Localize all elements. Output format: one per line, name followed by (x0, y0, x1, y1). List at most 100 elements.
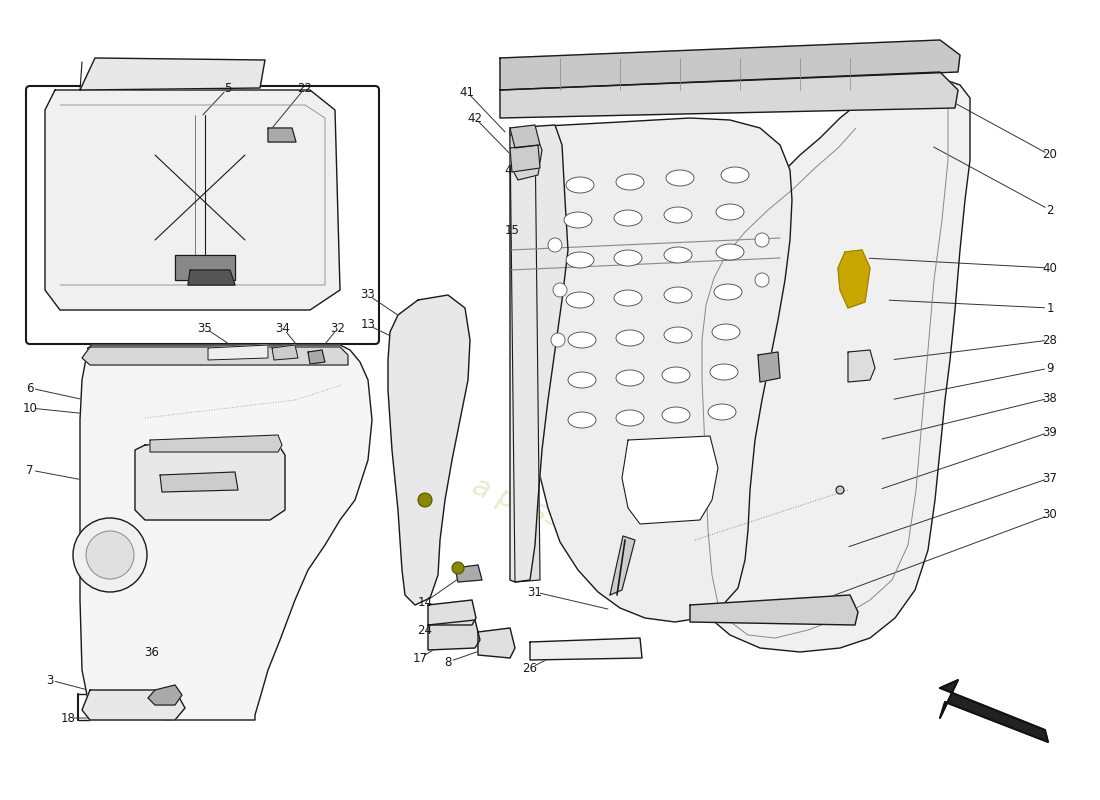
Ellipse shape (616, 370, 644, 386)
Text: 22: 22 (297, 82, 312, 94)
Text: 30: 30 (1043, 509, 1057, 522)
Text: 20: 20 (1043, 149, 1057, 162)
Text: 26: 26 (522, 662, 538, 674)
Polygon shape (940, 680, 1048, 742)
Text: 5: 5 (224, 82, 232, 94)
Text: 1: 1 (1046, 302, 1054, 314)
Polygon shape (758, 352, 780, 382)
Polygon shape (80, 345, 372, 720)
Text: 9: 9 (1046, 362, 1054, 374)
Polygon shape (45, 90, 340, 310)
Circle shape (86, 531, 134, 579)
Polygon shape (80, 58, 265, 90)
Polygon shape (510, 118, 792, 622)
Polygon shape (160, 472, 238, 492)
Text: 39: 39 (1043, 426, 1057, 438)
Text: 37: 37 (1043, 471, 1057, 485)
Ellipse shape (614, 210, 642, 226)
Text: 40: 40 (1043, 262, 1057, 274)
Ellipse shape (662, 407, 690, 423)
Polygon shape (510, 128, 540, 582)
Polygon shape (455, 565, 482, 582)
FancyBboxPatch shape (26, 86, 379, 344)
Ellipse shape (716, 244, 744, 260)
Polygon shape (610, 536, 635, 595)
Polygon shape (135, 440, 285, 520)
Polygon shape (308, 350, 324, 364)
Ellipse shape (710, 364, 738, 380)
Polygon shape (478, 628, 515, 658)
Circle shape (452, 562, 464, 574)
Ellipse shape (566, 177, 594, 193)
Polygon shape (621, 436, 718, 524)
Polygon shape (690, 595, 858, 625)
Polygon shape (510, 145, 540, 172)
Ellipse shape (616, 410, 644, 426)
Circle shape (73, 518, 147, 592)
Text: 36: 36 (144, 646, 159, 658)
Text: 35: 35 (198, 322, 212, 334)
Text: 18: 18 (60, 711, 76, 725)
Text: 38: 38 (1043, 391, 1057, 405)
Polygon shape (175, 255, 235, 280)
Polygon shape (510, 125, 568, 582)
Text: 4: 4 (504, 163, 512, 177)
Polygon shape (208, 345, 268, 360)
Ellipse shape (614, 250, 642, 266)
Ellipse shape (616, 174, 644, 190)
Ellipse shape (662, 367, 690, 383)
Ellipse shape (568, 332, 596, 348)
Polygon shape (510, 132, 542, 180)
Polygon shape (510, 125, 540, 148)
Ellipse shape (564, 212, 592, 228)
Polygon shape (148, 685, 182, 705)
Circle shape (755, 233, 769, 247)
Polygon shape (188, 270, 235, 285)
Polygon shape (530, 638, 642, 660)
Text: 6: 6 (26, 382, 34, 394)
Text: 15: 15 (505, 223, 519, 237)
Ellipse shape (568, 412, 596, 428)
Text: 28: 28 (1043, 334, 1057, 346)
Polygon shape (82, 690, 185, 720)
Text: 31: 31 (528, 586, 542, 598)
Polygon shape (150, 435, 282, 452)
Ellipse shape (616, 330, 644, 346)
Polygon shape (500, 40, 960, 90)
Text: 13: 13 (361, 318, 375, 331)
Text: a passion for: a passion for (468, 472, 652, 568)
Polygon shape (428, 600, 476, 625)
Ellipse shape (664, 327, 692, 343)
Text: 42: 42 (468, 111, 483, 125)
Ellipse shape (716, 204, 744, 220)
Ellipse shape (666, 170, 694, 186)
Polygon shape (388, 295, 470, 605)
Circle shape (548, 238, 562, 252)
Text: 10: 10 (23, 402, 37, 414)
Text: 7: 7 (26, 463, 34, 477)
Polygon shape (685, 78, 970, 652)
Ellipse shape (720, 167, 749, 183)
Ellipse shape (614, 290, 642, 306)
Text: 33: 33 (361, 289, 375, 302)
Polygon shape (268, 128, 296, 142)
Text: 24: 24 (418, 623, 432, 637)
Polygon shape (428, 620, 480, 650)
Polygon shape (838, 250, 870, 308)
Ellipse shape (664, 287, 692, 303)
Ellipse shape (566, 252, 594, 268)
Circle shape (418, 493, 432, 507)
Ellipse shape (712, 324, 740, 340)
Text: 14: 14 (418, 595, 432, 609)
Text: 8: 8 (444, 655, 452, 669)
Text: 2: 2 (1046, 203, 1054, 217)
Circle shape (551, 333, 565, 347)
Text: 34: 34 (276, 322, 290, 334)
Text: autodiely
1085: autodiely 1085 (845, 104, 955, 156)
Circle shape (836, 486, 844, 494)
Text: 3: 3 (46, 674, 54, 686)
Circle shape (755, 273, 769, 287)
Text: 41: 41 (460, 86, 474, 98)
Ellipse shape (568, 372, 596, 388)
Polygon shape (500, 72, 958, 118)
